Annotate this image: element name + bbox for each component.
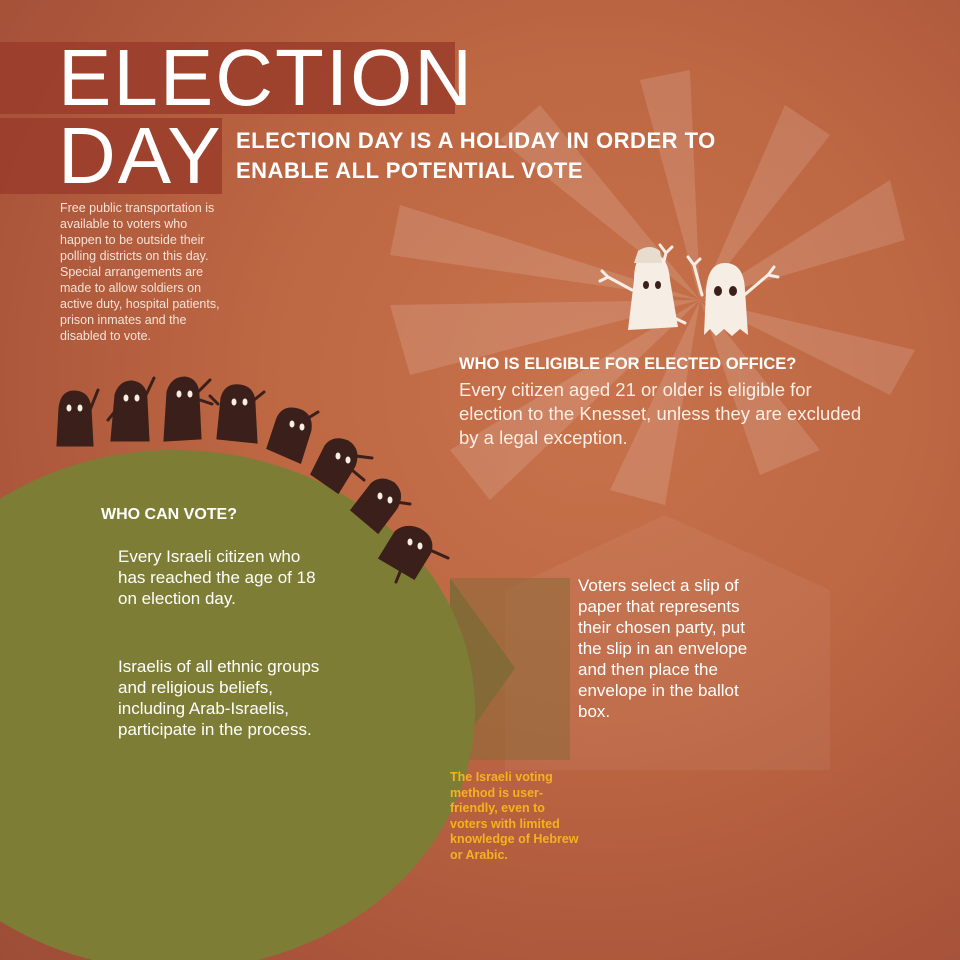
can-vote-body-age: Every Israeli citizen who has reached th… — [118, 547, 316, 608]
eligible-body: Every citizen aged 21 or older is eligib… — [459, 379, 862, 448]
can-vote-body-groups: Israelis of all ethnic groups and religi… — [118, 657, 320, 739]
cheering-ghost-figures-icon — [598, 243, 780, 336]
voting-method-note: The Israeli voting method is user-friend… — [450, 770, 579, 862]
eligible-heading: WHO IS ELIGIBLE FOR ELECTED OFFICE? — [459, 355, 797, 373]
can-vote-heading: WHO CAN VOTE? — [101, 506, 237, 523]
title-band-top — [0, 42, 455, 114]
transport-note: Free public transportation is available … — [60, 201, 220, 343]
page-title-line-2: DAY — [58, 111, 223, 200]
page-title-line-1: ELECTION — [58, 33, 475, 122]
title-band-bottom — [0, 118, 222, 194]
ballot-procedure-text: Voters select a slip of paper that repre… — [578, 576, 748, 721]
page-subtitle: ELECTION DAY IS A HOLIDAY IN ORDER TO EN… — [236, 128, 716, 183]
